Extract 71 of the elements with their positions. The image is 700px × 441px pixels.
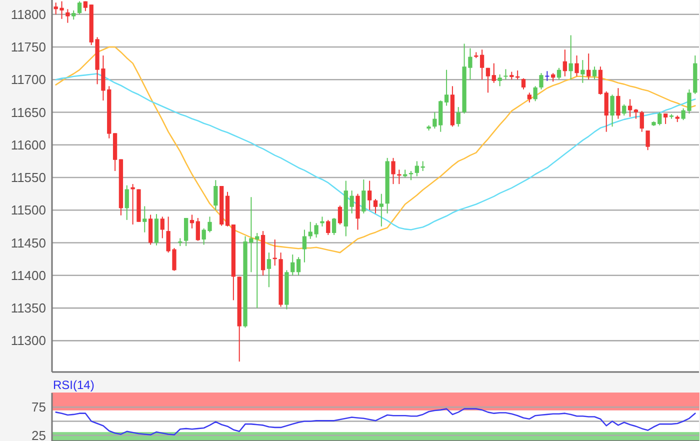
candlestick [320,216,324,227]
candlestick [545,70,550,82]
y-tick-label: 11550 [10,170,46,186]
candlestick [66,8,70,24]
candlestick [592,66,597,80]
candlestick [539,72,544,90]
candlestick [646,130,650,151]
y-tick-label: 11600 [10,137,46,152]
candlestick [379,193,384,227]
candlestick [628,98,632,118]
candlestick [521,78,526,90]
candlestick [72,10,76,20]
candlestick [266,252,272,288]
candlestick [622,104,626,116]
candlestick [356,193,360,230]
candlestick [391,157,396,185]
candlestick [296,256,301,276]
line-series [55,46,696,254]
candlestick [562,49,567,77]
candlestick [373,198,378,214]
candlestick [362,178,366,214]
candlestick [368,180,372,211]
candlestick [663,113,668,124]
candlestick [350,190,354,214]
candlestick [130,184,135,226]
candlestick [326,219,330,236]
candlestick [160,216,164,239]
candlestick [456,106,460,128]
candlestick [290,254,295,276]
y-tick-label: 11400 [10,268,46,283]
candlestick [302,229,307,263]
candlestick [610,94,614,128]
candlestick [533,86,538,102]
candlestick [556,67,562,80]
y-tick-label: 11800 [10,6,46,22]
candlestick [196,217,200,242]
candlestick [498,74,502,87]
candlestick [568,34,573,80]
candlestick [124,184,129,220]
candlestick [142,206,147,233]
candlestick [504,68,508,80]
line-series [55,408,696,436]
candlestick [338,205,342,226]
candlestick [408,170,414,181]
candlestick [332,217,336,236]
candlestick [634,108,638,120]
y-tick-label: 11450 [10,235,46,250]
y-tick-label: 11300 [10,333,46,348]
candlestick [214,180,218,211]
candlestick [640,110,644,132]
candlestick [586,53,591,80]
candlestick [616,88,620,120]
candlestick [414,160,420,177]
y-tick-label: 25 [32,428,46,441]
y-tick-label: 11650 [10,104,46,120]
y-tick-label: 75 [32,400,46,415]
y-tick-label: 11750 [10,40,46,55]
candlestick [444,69,449,106]
candlestick [527,92,532,103]
candlestick [574,54,579,77]
candlestick [492,62,496,84]
candlestick [77,0,82,15]
y-tick-label: 11700 [10,72,46,88]
chart-title: RSI(14) [53,378,94,392]
candlestick [580,60,585,84]
candlestick [604,90,608,132]
y-tick-label: 11500 [10,202,46,218]
candlestick [486,67,490,94]
candlestick [184,217,188,247]
candlestick [480,49,484,80]
y-tick-label: 11350 [10,300,46,316]
